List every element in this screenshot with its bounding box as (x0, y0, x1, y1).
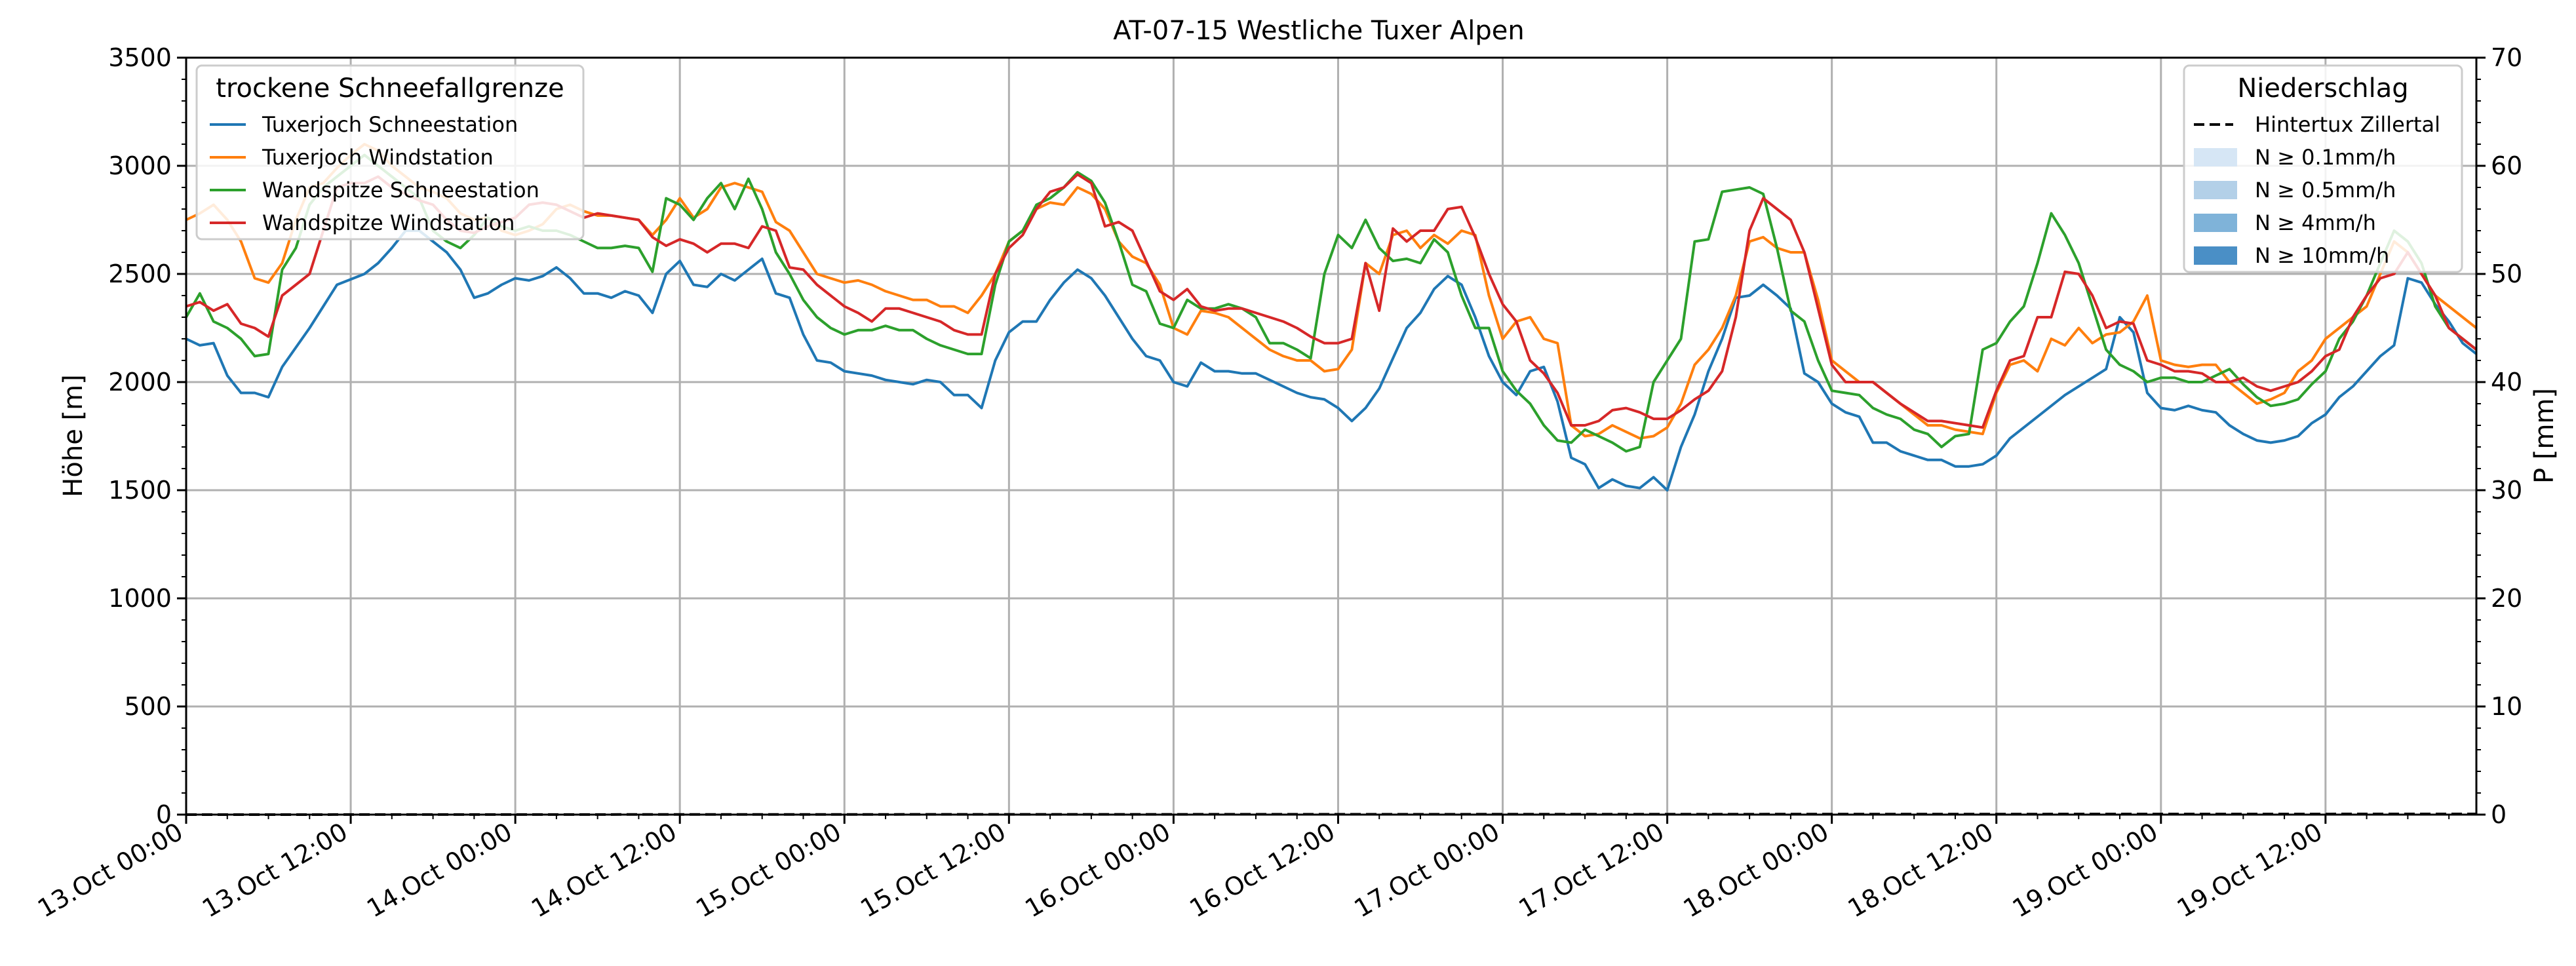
y2-tick-label: 20 (2491, 584, 2522, 613)
x-tick-label: 16.Oct 12:00 (1184, 817, 1340, 923)
y2-tick-label: 50 (2491, 260, 2522, 288)
y-tick-label: 2000 (108, 368, 172, 396)
legend-right-title: Niederschlag (2237, 73, 2408, 104)
legend-right-label: N ≥ 0.1mm/h (2255, 145, 2396, 170)
y2-tick-label: 30 (2491, 476, 2522, 505)
legend-left-label: Tuxerjoch Schneestation (262, 112, 518, 137)
legend-right-label: N ≥ 4mm/h (2255, 210, 2376, 235)
x-tick-label: 18.Oct 00:00 (1679, 817, 1834, 923)
legend-right-patch (2194, 214, 2237, 232)
y2-tick-label: 40 (2491, 368, 2522, 396)
x-tick-label: 15.Oct 00:00 (691, 817, 846, 923)
legend-right-patch (2194, 246, 2237, 265)
legend-right-label: Hintertux Zillertal (2255, 112, 2440, 137)
legend-right-patch (2194, 181, 2237, 199)
x-tick-label: 14.Oct 12:00 (526, 817, 682, 923)
y-axis-label: Höhe [m] (58, 374, 88, 497)
legend-right-label: N ≥ 10mm/h (2255, 243, 2389, 268)
x-tick-label: 15.Oct 12:00 (855, 817, 1011, 923)
y2-tick-label: 10 (2491, 692, 2522, 721)
y-tick-label: 500 (124, 692, 172, 721)
legend-right-label: N ≥ 0.5mm/h (2255, 178, 2396, 203)
legend-right-box (2183, 64, 2463, 273)
x-tick-label: 13.Oct 12:00 (197, 817, 353, 923)
chart-title: AT-07-15 Westliche Tuxer Alpen (1113, 16, 1524, 46)
y2-axis-label: P [mm] (2529, 388, 2560, 484)
y-tick-label: 3500 (108, 43, 172, 72)
y-tick-label: 1000 (108, 584, 172, 613)
x-tick-label: 16.Oct 00:00 (1020, 817, 1175, 923)
legend-left-label: Wandspitze Schneestation (262, 178, 539, 203)
x-tick-label: 19.Oct 00:00 (2008, 817, 2163, 923)
legend-left-title: trockene Schneefallgrenze (216, 73, 564, 104)
y2-tick-label: 60 (2491, 151, 2522, 180)
y2-tick-label: 70 (2491, 43, 2522, 72)
x-tick-label: 19.Oct 12:00 (2172, 817, 2328, 923)
x-tick-label: 17.Oct 00:00 (1349, 817, 1504, 923)
x-tick-label: 13.Oct 00:00 (33, 817, 188, 923)
y-tick-label: 0 (156, 800, 172, 829)
legend-left-label: Wandspitze Windstation (262, 210, 515, 235)
legend-right-patch (2194, 148, 2237, 166)
plot-frame (185, 56, 2478, 816)
legend-left-label: Tuxerjoch Windstation (262, 145, 494, 170)
grid-lines (185, 56, 2476, 816)
series-line-tuxerjoch-schneestation (185, 229, 2478, 492)
y-tick-label: 3000 (108, 151, 172, 180)
legend-left-box (195, 64, 585, 241)
x-tick-label: 14.Oct 00:00 (362, 817, 517, 923)
y-tick-label: 1500 (108, 476, 172, 505)
y-tick-label: 2500 (108, 260, 172, 288)
y2-tick-label: 0 (2491, 800, 2507, 829)
legend-precipitation: Niederschlag Hintertux Zillertal N ≥ 0.1mm… (2183, 64, 2463, 273)
x-tick-label: 18.Oct 12:00 (1843, 817, 1999, 923)
x-tick-label: 17.Oct 12:00 (1514, 817, 1669, 923)
legend-dry-snowfall-limit: trockene Schneefallgrenze Tuxerjoch Schne… (195, 64, 585, 241)
